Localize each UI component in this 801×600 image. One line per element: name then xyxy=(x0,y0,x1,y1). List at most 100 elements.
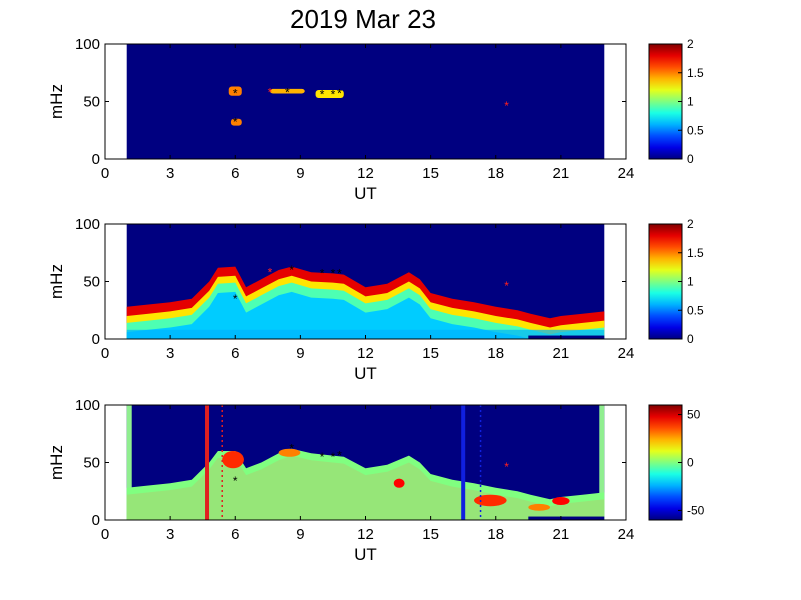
marker-black: * xyxy=(337,449,342,463)
colorbar-tick-label: -50 xyxy=(687,503,705,517)
marker-red: * xyxy=(268,85,273,99)
marker-black: * xyxy=(320,88,325,102)
x-tick-label: 3 xyxy=(166,526,174,543)
marker-red: * xyxy=(504,460,509,474)
x-tick-label: 21 xyxy=(553,526,570,543)
feature-patch xyxy=(528,503,551,511)
edge-stripe-right xyxy=(599,405,605,520)
x-tick-label: 9 xyxy=(296,526,304,543)
colorbar-tick-label: 0 xyxy=(687,152,694,166)
x-tick-label: 12 xyxy=(357,526,374,543)
panel-1: *** * * ***0 3 6 9 12 15 18 21 24050100UTmHz00.511.… xyxy=(47,36,704,203)
colorbar-tick-label: 1 xyxy=(687,275,694,289)
x-tick-label: 18 xyxy=(487,345,504,362)
x-axis-label: UT xyxy=(354,545,377,564)
x-tick-label: 3 xyxy=(166,165,174,182)
panels: *** * * ***0 3 6 9 12 15 18 21 24050100UTmHz00.511.… xyxy=(47,36,705,564)
x-tick-label: 6 xyxy=(231,345,239,362)
colorbar-tick-label: 0 xyxy=(687,456,694,470)
panel-data: *** * * *** xyxy=(126,44,605,159)
y-tick-label: 0 xyxy=(92,331,100,348)
x-tick-label: 24 xyxy=(618,165,635,182)
colorbar-tick-label: 0.5 xyxy=(687,123,704,137)
panel-2: ** * * ***0 3 6 9 12 15 18 21 24050100UTmHz00.511.5… xyxy=(47,216,704,383)
edge-stripe-left xyxy=(126,405,132,520)
x-tick-label: 6 xyxy=(231,526,239,543)
feature-patch xyxy=(552,497,570,506)
x-tick-label: 3 xyxy=(166,345,174,362)
bottom-bar xyxy=(528,335,605,339)
low-band xyxy=(126,329,605,339)
colorbar xyxy=(648,404,683,521)
x-tick-label: 24 xyxy=(618,345,635,362)
panel-data: ** * * *** xyxy=(126,224,605,339)
marker-black: * xyxy=(331,88,336,102)
marker-red: * xyxy=(504,99,509,113)
marker-black: * xyxy=(233,292,238,306)
marker-red: * xyxy=(268,265,273,279)
y-tick-label: 100 xyxy=(75,397,100,414)
feature-patch xyxy=(393,478,405,488)
colorbar-tick-label: 1.5 xyxy=(687,246,704,260)
y-axis-label: mHz xyxy=(47,264,66,299)
x-tick-label: 9 xyxy=(296,345,304,362)
x-tick-label: 18 xyxy=(487,165,504,182)
marker-red: * xyxy=(504,279,509,293)
marker-black: * xyxy=(337,266,342,280)
marker-black: * xyxy=(233,86,238,100)
colorbar-tick-label: 2 xyxy=(687,37,694,51)
x-tick-label: 9 xyxy=(296,165,304,182)
x-tick-label: 18 xyxy=(487,526,504,543)
colorbar xyxy=(648,223,683,340)
colorbar-tick-label: 50 xyxy=(687,408,701,422)
x-tick-label: 0 xyxy=(101,345,109,362)
marker-black: * xyxy=(331,266,336,280)
marker-black: * xyxy=(331,450,336,464)
feature-blob xyxy=(230,118,242,126)
y-tick-label: 0 xyxy=(92,512,100,529)
marker-black: * xyxy=(289,263,294,277)
bottom-bar xyxy=(528,516,605,520)
y-axis-label: mHz xyxy=(47,84,66,119)
marker-black: * xyxy=(337,86,342,100)
x-tick-label: 15 xyxy=(422,526,439,543)
y-tick-label: 50 xyxy=(83,455,100,472)
marker-black: * xyxy=(233,115,238,129)
colorbar-tick-label: 2 xyxy=(687,217,694,231)
marker-black: * xyxy=(285,85,290,99)
colorbar xyxy=(648,43,683,160)
x-tick-label: 21 xyxy=(553,345,570,362)
colorbar-tick-label: 1.5 xyxy=(687,66,704,80)
colorbar-tick-label: 0 xyxy=(687,332,694,346)
x-tick-label: 15 xyxy=(422,345,439,362)
feature-blob xyxy=(315,90,344,99)
y-tick-label: 100 xyxy=(75,216,100,233)
x-tick-label: 6 xyxy=(231,165,239,182)
x-tick-label: 0 xyxy=(101,165,109,182)
x-axis-label: UT xyxy=(354,184,377,203)
marker-black: * xyxy=(320,266,325,280)
y-tick-label: 100 xyxy=(75,36,100,53)
x-axis-label: UT xyxy=(354,364,377,383)
panel-3: *** * ** 0 3 6 9 12 15 18 21 24 0 50 100 UT mHz 50 0 -50 xyxy=(47,397,705,564)
colorbar-tick-label: 0.5 xyxy=(687,303,704,317)
y-tick-label: 0 xyxy=(92,151,100,168)
figure-title: 2019 Mar 23 xyxy=(290,4,436,34)
feature-patch xyxy=(474,494,507,507)
x-tick-label: 24 xyxy=(618,526,635,543)
y-tick-label: 50 xyxy=(83,94,100,111)
marker-black: * xyxy=(320,450,325,464)
x-tick-label: 21 xyxy=(553,165,570,182)
x-tick-label: 0 xyxy=(101,526,109,543)
x-tick-label: 15 xyxy=(422,165,439,182)
panel-data: *** * ** xyxy=(126,405,605,520)
feature-blob xyxy=(269,88,305,94)
x-tick-label: 12 xyxy=(357,165,374,182)
marker-black: * xyxy=(289,442,294,456)
feature-patch xyxy=(222,451,244,469)
y-tick-label: 50 xyxy=(83,274,100,291)
layer-4 xyxy=(126,291,605,339)
feature-patch xyxy=(278,448,301,457)
y-axis-label: mHz xyxy=(47,445,66,480)
